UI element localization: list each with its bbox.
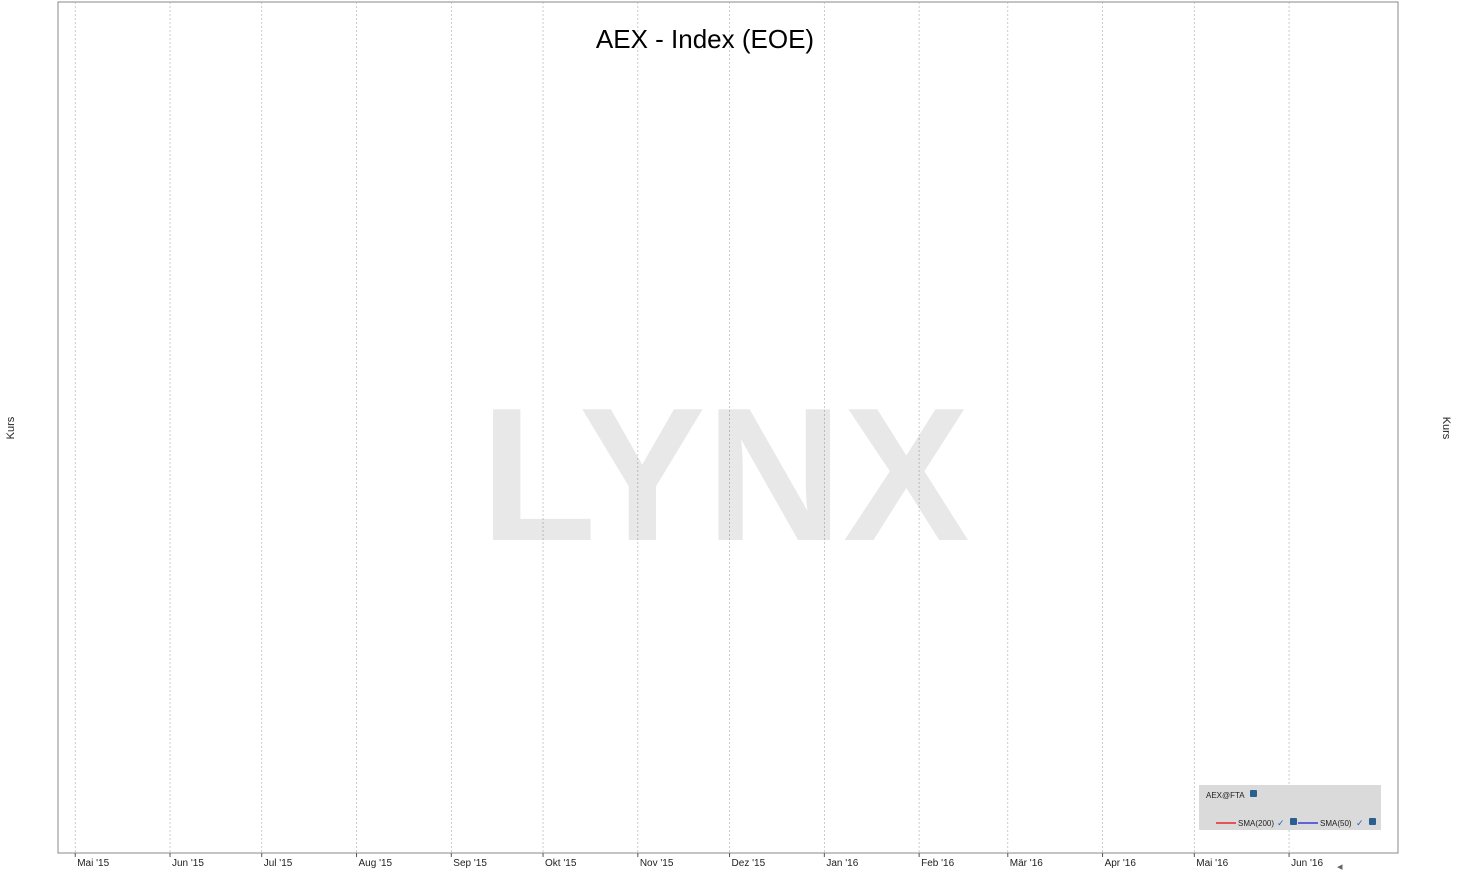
- y-axis-title-right: Kurs: [1440, 417, 1452, 440]
- legend-symbol: AEX@FTA: [1206, 791, 1245, 800]
- legend-check-sma50[interactable]: ✓: [1356, 819, 1364, 829]
- legend-settings-icon-sma50[interactable]: [1369, 818, 1376, 825]
- scroll-arrow-icon[interactable]: ◂: [1337, 860, 1343, 873]
- x-tick-label: Jul '15: [264, 858, 293, 869]
- legend-symbol-icon[interactable]: [1250, 790, 1257, 797]
- x-tick-label: Mär '16: [1010, 858, 1043, 869]
- x-tick-label: Jan '16: [826, 858, 858, 869]
- x-tick-label: Apr '16: [1105, 858, 1137, 869]
- legend-settings-icon-sma200[interactable]: [1290, 818, 1297, 825]
- x-tick-label: Feb '16: [921, 858, 954, 869]
- x-tick-label: Jun '16: [1291, 858, 1323, 869]
- watermark-logo: LYNX: [480, 369, 969, 581]
- plot-background: [57, 1, 1399, 854]
- legend-check-sma200[interactable]: ✓: [1277, 819, 1285, 829]
- x-axis: Mai '15 Jun '15 Jul '15 Aug '15 Sep '15 Okt '…: [74, 853, 1323, 869]
- legend-label-sma200: SMA(200): [1238, 819, 1274, 828]
- x-tick-label: Mai '15: [77, 858, 109, 869]
- x-tick-label: Jun '15: [172, 858, 204, 869]
- grid: [74, 2, 1290, 853]
- y-axis-title-left: Kurs: [5, 416, 17, 439]
- x-tick-label: Dez '15: [732, 858, 766, 869]
- x-tick-label: Sep '15: [453, 858, 487, 869]
- x-tick-label: Nov '15: [640, 858, 674, 869]
- chart-title: AEX - Index (EOE): [596, 24, 814, 54]
- legend-label-sma50: SMA(50): [1320, 819, 1352, 828]
- legend-panel: AEX@FTA SMA(200) ✓ SMA(50) ✓: [1199, 785, 1381, 830]
- x-tick-label: Okt '15: [545, 858, 577, 869]
- x-tick-label: Aug '15: [359, 858, 393, 869]
- x-tick-label: Mai '16: [1196, 858, 1228, 869]
